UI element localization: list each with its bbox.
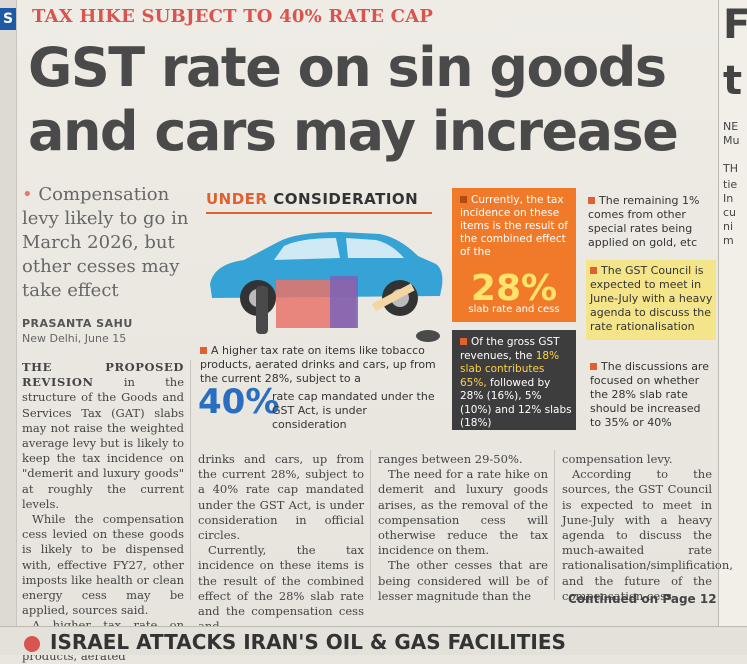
- column-rule: [554, 450, 555, 600]
- section-tag: S: [0, 8, 16, 30]
- dark-stat-box: Of the gross GST revenues, the 18% slab …: [452, 330, 576, 430]
- paragraph: in the structure of the Goods and Servic…: [22, 375, 184, 511]
- bullet-square: [590, 267, 597, 274]
- adjacent-text-8: m: [723, 234, 734, 247]
- adjacent-text-7: ni: [723, 220, 734, 233]
- paragraph: The other cesses that are being consider…: [378, 558, 548, 603]
- orange-stat-box: Currently, the tax incidence on these it…: [452, 188, 576, 322]
- side-note-text: The discussions are focused on whether t…: [590, 360, 709, 429]
- column-rule: [370, 450, 371, 600]
- orange-value: 28%: [470, 268, 558, 309]
- adjacent-text-4: tie: [723, 178, 738, 191]
- paragraph: The need for a rate hike on demerit and …: [378, 467, 548, 558]
- caption-text: A higher tax rate on items like tobacco …: [200, 344, 436, 385]
- tobacco-icon: [416, 330, 440, 342]
- bullet-square: [590, 363, 597, 370]
- paragraph: drinks and cars, up from the current 28%…: [198, 452, 364, 543]
- body-column-4: compensation levy. According to the sour…: [562, 452, 733, 604]
- dark-text-highlight: 18% slab contributes 65%,: [460, 349, 560, 389]
- paragraph: According to the sources, the GST Counci…: [562, 467, 733, 603]
- body-column-2: drinks and cars, up from the current 28%…: [198, 452, 364, 634]
- adjacent-headline-2: t: [723, 58, 743, 104]
- byline: PRASANTA SAHU: [22, 317, 133, 330]
- body-column-3: ranges between 29-50%. The need for a ra…: [378, 452, 548, 604]
- bottle-icon: [256, 286, 268, 334]
- side-note-gold: The remaining 1% comes from other specia…: [588, 194, 708, 250]
- bullet-square: [460, 196, 467, 203]
- headline-line-1: GST rate on sin goods: [28, 36, 667, 99]
- dek-bullet: •: [22, 184, 39, 205]
- side-note-text: The remaining 1% comes from other specia…: [588, 194, 700, 249]
- car-window-front: [274, 238, 340, 260]
- side-note-text: The GST Council is expected to meet in J…: [590, 264, 713, 333]
- cigarette-icon: [372, 283, 415, 312]
- continued-link[interactable]: Continued on Page 12: [568, 592, 717, 606]
- column-rule: [190, 360, 191, 600]
- adjacent-text-1: NE: [723, 120, 739, 133]
- adjacent-page-edge: [0, 0, 17, 654]
- big-value-40: 40%: [198, 382, 280, 422]
- dark-text: Of the gross GST revenues, the 18% slab …: [460, 336, 572, 431]
- dateline: New Delhi, June 15: [22, 332, 127, 345]
- infographic-title: UNDER CONSIDERATION: [206, 190, 418, 208]
- side-note-council: The GST Council is expected to meet in J…: [590, 264, 714, 334]
- caption-tax-rate: A higher tax rate on items like tobacco …: [200, 344, 440, 386]
- orange-text: Currently, the tax incidence on these it…: [460, 194, 570, 259]
- paragraph: ranges between 29-50%.: [378, 452, 523, 466]
- bullet-square: [588, 197, 595, 204]
- bullet-square: [460, 338, 467, 345]
- adjacent-text-3: TH: [723, 162, 738, 175]
- dark-text-b: followed by 28% (16%), 5% (10%) and 12% …: [460, 376, 572, 430]
- headline: GST rate on sin goods and cars may incre…: [28, 36, 718, 164]
- next-story-band: [0, 626, 747, 655]
- paragraph: While the compensation cess levied on th…: [22, 512, 184, 618]
- headline-line-2: and cars may increase: [28, 100, 679, 163]
- adjacent-text-6: cu: [723, 206, 737, 219]
- adjacent-column: F t NE Mu TH tie In cu ni m: [718, 0, 747, 654]
- title-rest: CONSIDERATION: [273, 190, 419, 208]
- adjacent-headline: F: [723, 0, 747, 50]
- car-window-rear: [346, 238, 404, 258]
- kicker: TAX HIKE SUBJECT TO 40% RATE CAP: [32, 6, 434, 27]
- title-rule: [206, 212, 432, 214]
- dek: • Compensation levy likely to go in Marc…: [22, 183, 190, 303]
- highlight-box: [586, 260, 716, 340]
- next-story-headline[interactable]: ISRAEL ATTACKS IRAN'S OIL & GAS FACILITI…: [50, 630, 566, 654]
- body-column-1: THE PROPOSED REVISION in the structure o…: [22, 360, 184, 664]
- side-note-discussions: The discussions are focused on whether t…: [590, 360, 714, 430]
- caption-rate-cap: rate cap mandated under the GST Act, is …: [272, 390, 435, 431]
- orange-text-body: Currently, the tax incidence on these it…: [460, 194, 568, 258]
- orange-subtext: slab rate and cess: [468, 304, 560, 315]
- car-illustration: [200, 216, 450, 346]
- dark-text-a: Of the gross GST revenues, the: [460, 336, 560, 362]
- adjacent-text-5: In: [723, 192, 734, 205]
- dek-text: Compensation levy likely to go in March …: [22, 184, 189, 301]
- bullet-dot-icon: [24, 636, 40, 652]
- lead-in: THE PROPOSED REVISION: [22, 360, 184, 390]
- paragraph: Currently, the tax incidence on these it…: [198, 543, 364, 633]
- bullet-square: [200, 347, 207, 354]
- title-highlight: UNDER: [206, 190, 268, 208]
- adjacent-text-2: Mu: [723, 134, 740, 147]
- paragraph: compensation levy.: [562, 452, 673, 466]
